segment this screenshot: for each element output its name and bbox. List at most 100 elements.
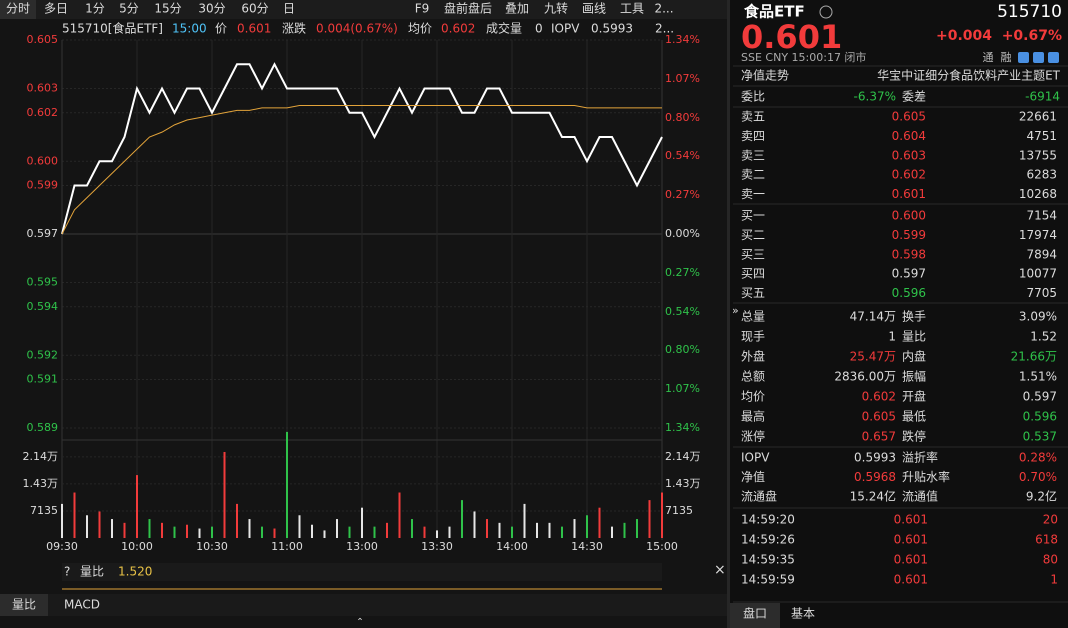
trade-time: 14:59:26: [741, 533, 795, 547]
toolbar-item[interactable]: 日: [283, 2, 295, 16]
stat-label: 总额: [741, 370, 765, 384]
volume-bar: [548, 522, 551, 538]
price-line: [61, 104, 662, 235]
volume-bar: [486, 519, 488, 538]
info-text: 2...: [655, 22, 674, 36]
stat-label: 溢折率: [902, 450, 938, 465]
info-text: 0.004(0.67%): [316, 22, 398, 36]
stat-value: 47.14万: [850, 310, 896, 324]
toolbar-item[interactable]: 15分: [154, 2, 181, 16]
y2-tick-label: 1.34%: [665, 33, 700, 46]
expand-icon[interactable]: ⌃: [356, 618, 364, 628]
bottom-tab[interactable]: 量比: [12, 598, 36, 612]
volume-bar: [661, 492, 663, 538]
book-price: 0.596: [892, 286, 926, 300]
quote-change: +0.004: [936, 28, 992, 44]
book-label: 卖一: [741, 187, 765, 201]
stat-value: 0.70%: [1019, 470, 1057, 484]
volume-bar: [623, 522, 626, 538]
toolbar-item[interactable]: 1分: [85, 2, 105, 16]
toolbar-item[interactable]: F9: [415, 2, 430, 16]
stat-value: 0.5968: [854, 470, 896, 484]
info-text: 0: [535, 22, 543, 36]
info-text: 515710[食品ETF]: [62, 21, 163, 36]
y2-tick-label: 1.07%: [665, 72, 700, 85]
stat-value: 15.24亿: [850, 489, 896, 504]
trade-time: 14:59:20: [741, 513, 795, 527]
toolbar-item[interactable]: 叠加: [505, 2, 529, 16]
collapse-arrow[interactable]: »: [732, 304, 739, 317]
book-price: 0.603: [892, 148, 926, 162]
volume-tick-label: 1.43万: [665, 477, 701, 490]
toolbar-item[interactable]: 60分: [241, 2, 268, 16]
y-tick-label: 0.595: [27, 276, 59, 289]
y-tick-label: 0.591: [27, 373, 59, 386]
toolbar-item[interactable]: 30分: [198, 2, 225, 16]
stat-label: 开盘: [902, 389, 926, 404]
badge: 通: [983, 51, 994, 64]
stat-label: 内盘: [902, 349, 926, 364]
quote-price: 0.601: [741, 18, 842, 56]
toolbar-item[interactable]: 5分: [119, 2, 139, 16]
x-tick-label: 13:00: [346, 540, 378, 553]
volume-bar: [586, 515, 588, 538]
x-tick-label: 10:00: [121, 540, 153, 553]
toolbar-item[interactable]: 分时: [6, 2, 30, 16]
indicator-icon: ?: [64, 565, 70, 579]
info-text: 涨跌: [282, 21, 306, 36]
y-tick-label: 0.600: [27, 154, 59, 167]
volume-bar: [336, 519, 338, 538]
book-volume: 6283: [1026, 168, 1057, 182]
y2-tick-label: 0.80%: [665, 343, 700, 356]
indicator-bar: [62, 563, 662, 581]
toolbar-item[interactable]: 盘前盘后: [444, 1, 492, 16]
volume-bar: [648, 500, 651, 538]
trade-volume: 20: [1043, 513, 1058, 527]
volume-bar: [236, 503, 238, 538]
x-tick-label: 11:00: [271, 540, 303, 553]
stat-label: 涨停: [741, 429, 765, 444]
toolbar-item[interactable]: 九转: [544, 1, 568, 16]
stat-label: 现手: [741, 330, 765, 344]
volume-bar: [536, 522, 538, 538]
trade-price: 0.601: [894, 533, 928, 547]
active-bottom-tab: [0, 594, 48, 616]
indicator-name: 量比: [80, 565, 104, 579]
badge-icon: [1018, 52, 1029, 63]
book-price: 0.602: [892, 168, 926, 182]
active-right-tab: [730, 603, 780, 628]
ratio-value: -6.37%: [854, 90, 896, 104]
volume-bar: [361, 507, 363, 538]
right-tab[interactable]: 基本: [791, 607, 815, 621]
info-text: 0.601: [237, 22, 271, 36]
volume-bar: [161, 522, 163, 538]
book-price: 0.600: [892, 209, 926, 223]
toolbar-item[interactable]: 多日: [44, 2, 68, 16]
right-tab[interactable]: 盘口: [743, 606, 767, 621]
stat-value: 1: [888, 330, 896, 344]
close-icon[interactable]: ×: [714, 562, 726, 578]
toolbar-item[interactable]: 2...: [654, 2, 673, 16]
volume-tick-label: 2.14万: [23, 450, 59, 463]
info-text: IOPV: [551, 22, 580, 36]
volume-bar: [523, 503, 526, 538]
volume-bar: [636, 519, 638, 538]
bottom-tab[interactable]: MACD: [64, 598, 100, 612]
y2-tick-label: 0.00%: [665, 227, 700, 240]
stat-label: 振幅: [902, 369, 926, 384]
toolbar-item[interactable]: 工具: [620, 2, 644, 16]
badge-icon: [1033, 52, 1044, 63]
volume-bar: [286, 431, 288, 538]
volume-bar: [423, 526, 426, 538]
y-tick-label: 0.597: [27, 227, 59, 240]
volume-tick-label: 1.43万: [23, 477, 59, 490]
book-volume: 7894: [1026, 247, 1057, 261]
book-label: 卖二: [741, 168, 765, 182]
x-tick-label: 14:30: [571, 540, 603, 553]
price-line: [61, 62, 663, 235]
y2-tick-label: 0.27%: [665, 188, 700, 201]
book-volume: 10077: [1019, 267, 1057, 281]
toolbar-item[interactable]: 画线: [582, 2, 606, 16]
y-tick-label: 0.599: [27, 179, 59, 192]
